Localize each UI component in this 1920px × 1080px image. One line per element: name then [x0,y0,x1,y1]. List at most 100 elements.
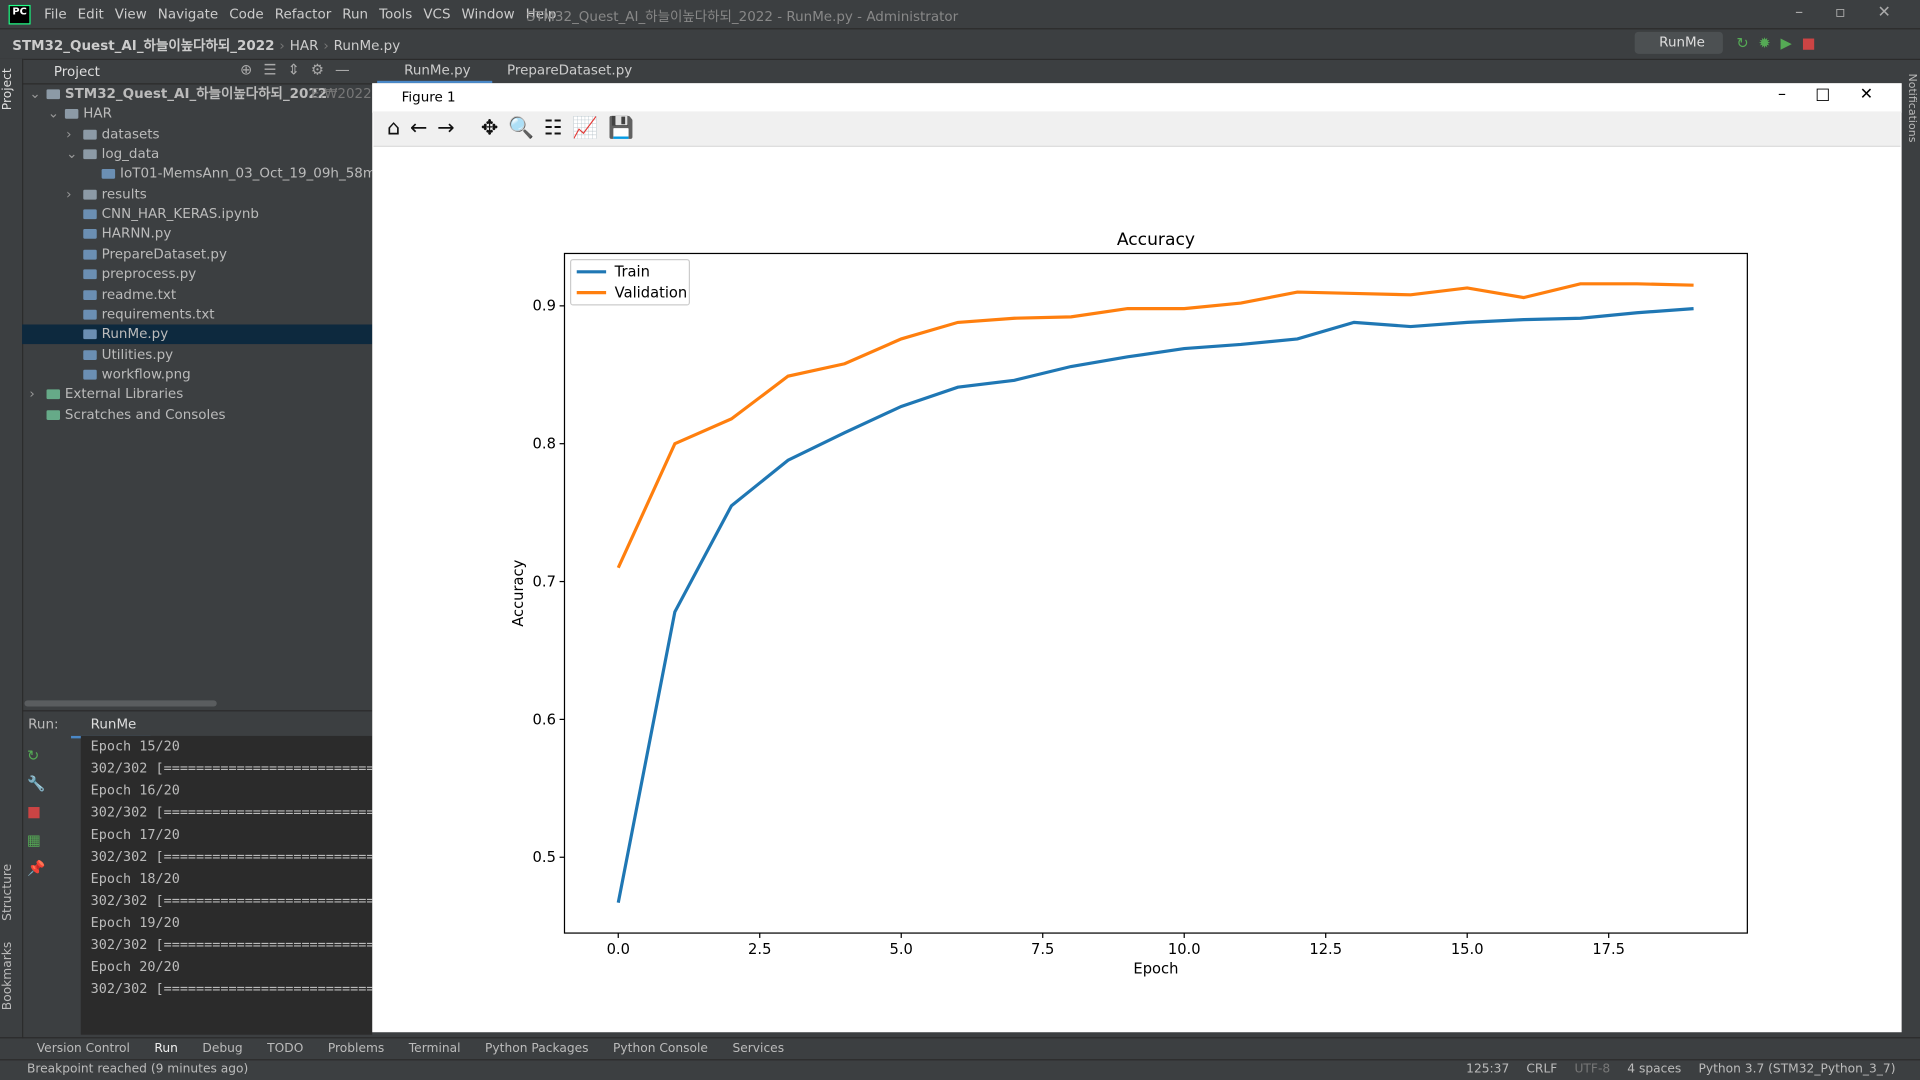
console-line: 302/302 [========================== [90,760,373,777]
tree-icon [83,129,97,140]
y-tick-label: 0.5 [533,849,556,866]
status-item[interactable]: 125:37 [1466,1062,1510,1077]
menu-item[interactable]: Run [342,6,369,23]
status-bar [0,1059,1920,1080]
status-item[interactable]: 4 spaces [1627,1062,1682,1077]
tree-row[interactable]: Scratches and Consoles [22,405,372,425]
chart: Accuracy Epoch Accuracy 0.0 2.5 5.0 7.5 10.0 12.… [510,230,1748,977]
menu-item[interactable]: View [114,6,147,23]
tree-label: preprocess.py [101,265,197,282]
bottom-tab[interactable]: TODO [267,1042,304,1056]
side-structure[interactable]: Structure [1,863,15,921]
bottom-tabs: Version Control Run Debug TODO Problems Termi… [37,1042,809,1055]
y-axis-label: Accuracy [510,559,527,626]
tree-label: STM32_Quest_AI_하늘이높다하되_2022 [64,85,328,102]
tree-row[interactable]: RunMe.py [22,324,373,345]
figure-controls[interactable]: –□✕ [1777,85,1903,105]
side-project[interactable]: Project [1,68,15,111]
bottom-tab[interactable]: Services [732,1042,785,1056]
x-tick-label: 10.0 [1168,941,1201,958]
bottom-tab[interactable]: Python Packages [485,1042,589,1056]
project-header [22,59,373,85]
tree-row[interactable]: readme.txt [22,285,372,305]
status-item[interactable]: Python 3.7 (STM32_Python_3_7) [1698,1062,1896,1077]
run-label: Run: [28,716,59,733]
editor-tab[interactable]: PrepareDataset.py [480,59,654,81]
title-bar [0,0,1920,29]
status-item[interactable]: CRLF [1526,1062,1558,1077]
y-tick-label: 0.9 [533,298,556,315]
menu-item[interactable]: Refactor [274,6,332,23]
x-tick-label: 17.5 [1592,941,1625,958]
tree-row[interactable]: requirements.txt [22,305,372,325]
y-tick-label: 0.7 [533,573,556,590]
crumb-item[interactable]: RunMe.py [333,37,401,54]
editor-tab[interactable]: RunMe.py [377,59,493,84]
crumb-item[interactable]: HAR [289,37,319,54]
bottom-tab[interactable]: Run [154,1042,178,1056]
tree-icon [46,89,61,100]
tree-label: HAR [83,105,112,122]
menu-item[interactable]: Window [461,6,515,23]
tree-label: datasets [101,125,160,142]
menu-item[interactable]: VCS [423,6,451,23]
bottom-tab[interactable]: Problems [327,1042,385,1056]
app-icon: PC [8,4,31,25]
tab-label: PrepareDataset.py [506,62,633,79]
tree-row[interactable]: › results [22,185,372,205]
run-config[interactable]: RunMe [1634,31,1723,54]
tree-icon [101,169,116,180]
x-tick-label: 0.0 [607,941,630,958]
nav-bar [0,28,1920,61]
tree-label: IoT01-MemsAnn_03_Oct_19_09h_58m_33s.csv [120,165,372,182]
tree-row[interactable]: › datasets [22,125,372,145]
console-line: 302/302 [========================== [90,980,373,997]
bottom-tab[interactable]: Python Console [613,1042,708,1056]
tree-row[interactable]: IoT01-MemsAnn_03_Oct_19_09h_58m_33s.csv [22,165,372,185]
bottom-tab[interactable]: Version Control [36,1042,130,1056]
menu-item[interactable]: File [44,6,67,23]
tree-row[interactable]: preprocess.py [22,265,372,285]
toolbar-icons[interactable]: ⌂←→ ✥🔍☷📈💾 [386,116,644,141]
status-item[interactable]: UTF-8 [1574,1062,1611,1077]
x-tick-label: 2.5 [748,941,771,958]
tree-row[interactable]: CNN_HAR_KERAS.ipynb [22,205,372,225]
window-controls[interactable]: –▫✕ [1795,3,1920,23]
series-line [616,307,1694,904]
menu-item[interactable]: Help [525,6,557,23]
project-title[interactable]: Project [53,63,100,80]
tree-row[interactable]: Utilities.py [22,345,372,365]
console-line: 302/302 [========================== [90,936,373,953]
tree-label: HARNN.py [101,225,172,242]
menu-item[interactable]: Code [229,6,264,23]
menu-item[interactable]: Navigate [157,6,219,23]
tree-arrow: › [29,386,35,402]
tree-row[interactable]: ⌄ log_data [22,145,372,165]
menu-item[interactable]: Edit [77,6,104,23]
console-line: 302/302 [========================== [90,804,373,821]
side-notifications[interactable]: Notifications [1905,73,1918,143]
status-message: Breakpoint reached (9 minutes ago) [26,1062,249,1077]
tree-icon [46,389,61,400]
run-buttons[interactable]: ↻✹▶■ [1736,34,1826,52]
tree-icon [83,309,97,320]
run-tools[interactable]: ↻ 🔧 ■ ▦ 📌 [26,746,46,877]
bottom-tab[interactable]: Terminal [408,1042,461,1056]
side-bookmarks[interactable]: Bookmarks [1,941,15,1011]
tab-label: RunMe.py [404,62,471,79]
tree-row[interactable]: PrepareDataset.py [22,245,372,265]
tree-row[interactable]: ⌄ HAR [22,105,372,125]
tree-row[interactable]: › External Libraries [22,385,372,405]
menu-item[interactable]: Tools [379,6,413,23]
bottom-tab[interactable]: Debug [202,1042,243,1056]
tree-row[interactable]: workflow.png [22,365,372,385]
tree-row[interactable]: HARNN.py [22,225,372,245]
crumb-item[interactable]: STM32_Quest_AI_하늘이높다하되_2022 [12,37,275,54]
console-line: Epoch 19/20 [90,914,180,931]
window-title: STM32_Quest_AI_하늘이높다하되_2022 - RunMe.py -… [526,8,959,25]
y-tick-label: 0.8 [533,436,556,453]
tree-row[interactable]: ⌄ STM32_Quest_AI_하늘이높다하되_2022E:₩2022-02-1… [22,84,372,104]
x-tick-label: 15.0 [1451,941,1484,958]
project-tools[interactable]: ⊕☰⇕⚙— [240,61,361,79]
breadcrumb: STM32_Quest_AI_하늘이높다하되_2022 › HAR › RunMe.py [12,36,400,56]
